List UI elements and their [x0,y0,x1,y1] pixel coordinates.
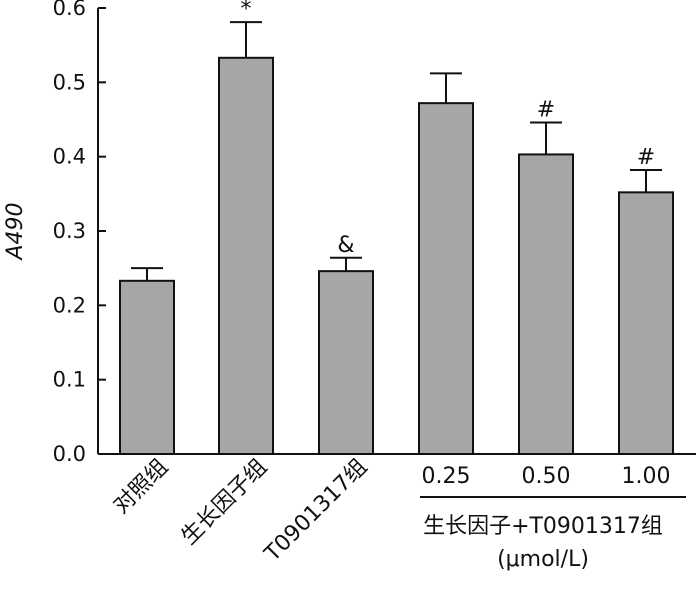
category-label-5: 1.00 [622,464,671,489]
category-label-0: 对照组 [109,455,173,519]
y-tick-label-4: 0.4 [53,145,86,169]
category-label-1: 生长因子组 [177,455,272,550]
bar-5 [618,191,674,455]
y-tick-label-0: 0.0 [53,442,86,466]
bar-2 [318,270,374,456]
bar-3 [418,102,474,455]
bar-1 [218,56,274,455]
group-label: 生长因子+T0901317组 [423,514,663,539]
category-label-4: 0.50 [522,464,571,489]
category-label-3: 0.25 [422,464,471,489]
y-axis-label: A490 [3,202,28,261]
unit-label: (μmol/L) [497,547,589,572]
bar-4 [518,153,574,455]
bar-0 [119,279,175,456]
category-label-2: T0901317组 [260,455,373,568]
significance-mark-5: # [637,145,655,170]
significance-mark-2: & [337,233,354,258]
y-tick-label-1: 0.1 [53,368,86,392]
y-tick-label-6: 0.6 [53,0,86,20]
y-tick-label-2: 0.2 [53,293,86,317]
y-tick-label-5: 0.5 [53,70,86,94]
significance-mark-4: # [537,97,555,122]
y-tick-label-3: 0.3 [53,219,86,243]
significance-mark-1: * [241,0,252,22]
